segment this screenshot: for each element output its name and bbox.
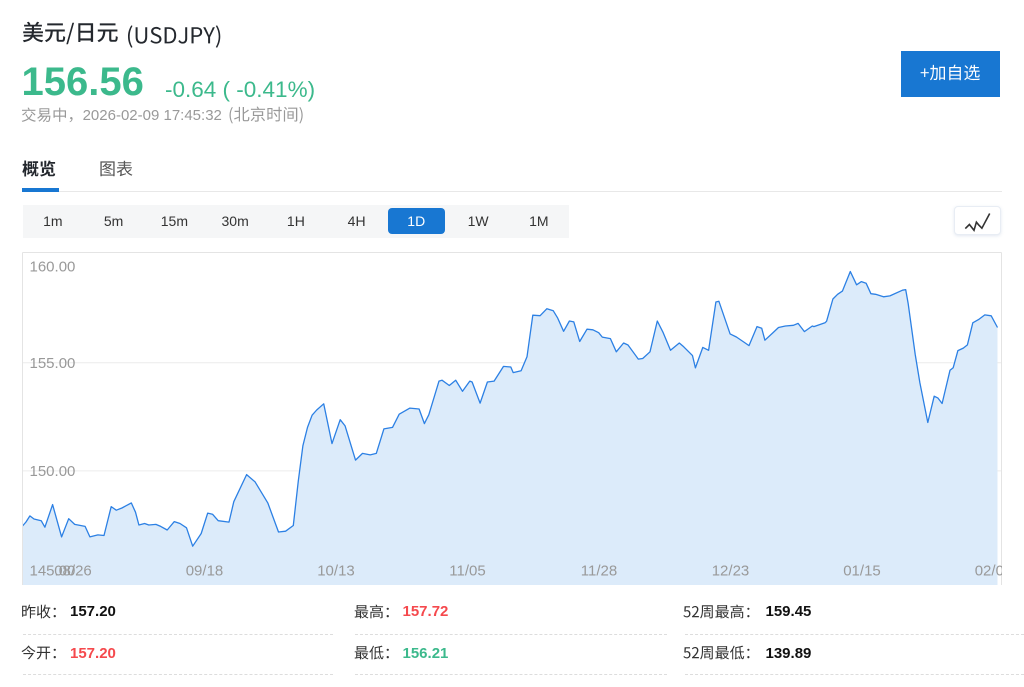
svg-text:11/05: 11/05 [449,563,485,580]
svg-text:12/23: 12/23 [712,563,750,580]
svg-text:08/26: 08/26 [54,563,92,580]
svg-text:10/13: 10/13 [317,563,355,580]
svg-text:09/18: 09/18 [186,563,224,580]
svg-text:150.00: 150.00 [30,463,76,480]
svg-text:01/15: 01/15 [843,563,881,580]
svg-text:155.00: 155.00 [30,355,76,372]
svg-text:160.00: 160.00 [30,259,76,276]
svg-text:11/28: 11/28 [581,563,617,580]
svg-text:145.00: 145.00 [30,563,76,580]
svg-text:02/09: 02/09 [975,563,1002,580]
